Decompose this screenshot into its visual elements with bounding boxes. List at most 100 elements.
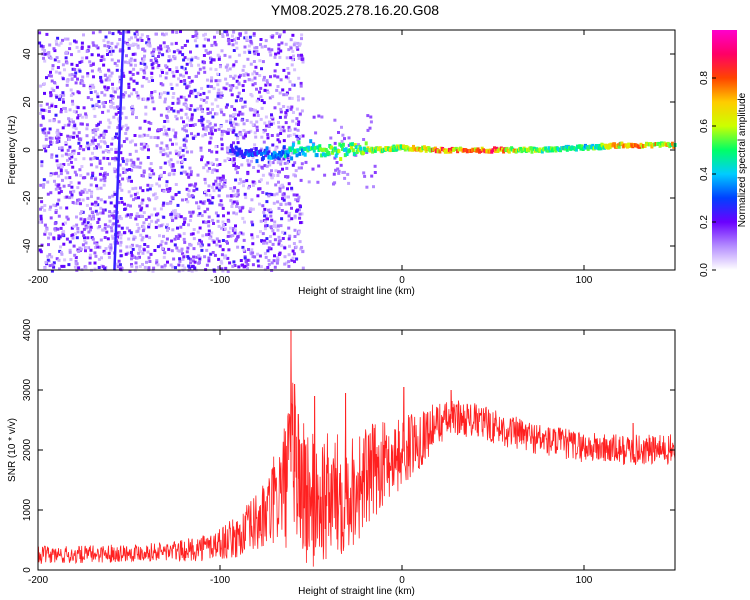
colorbar-ticks: 0.00.20.40.60.8 (699, 71, 716, 277)
heatmap-cell (297, 120, 301, 124)
heatmap-cell (68, 145, 72, 149)
heatmap-cell (132, 237, 136, 241)
heatmap-cell (280, 209, 284, 212)
heatmap-cell (142, 133, 146, 137)
heatmap-cell (54, 105, 58, 108)
heatmap-cell (230, 93, 234, 97)
heatmap-cell (80, 230, 84, 234)
heatmap-cell (220, 137, 224, 141)
heatmap-cell (135, 214, 139, 218)
heatmap-cell (120, 188, 124, 192)
heatmap-cell (56, 227, 60, 231)
heatmap-signal-cell (302, 147, 306, 151)
heatmap-cell (143, 62, 147, 66)
heatmap-cell (268, 192, 272, 196)
heatmap-cell (59, 133, 63, 136)
heatmap-cell (131, 112, 134, 116)
heatmap-cell (56, 66, 60, 69)
heatmap-signal-cell (341, 142, 345, 147)
heatmap-cell (71, 92, 75, 96)
heatmap-cell (191, 123, 195, 127)
heatmap-cell (93, 138, 97, 142)
heatmap-cell (221, 248, 225, 252)
heatmap-cell (142, 57, 146, 61)
heatmap-cell (369, 120, 373, 124)
heatmap-cell (259, 117, 263, 121)
heatmap-cell (118, 215, 122, 218)
heatmap-cell (81, 222, 85, 226)
heatmap-cell (117, 259, 121, 263)
heatmap-signal-cell (362, 150, 365, 155)
heatmap-cell (99, 178, 103, 182)
heatmap-cell (250, 94, 254, 98)
heatmap-cell (291, 119, 295, 123)
heatmap-cell (196, 91, 200, 95)
heatmap-cell (207, 90, 211, 94)
heatmap-signal-cell (344, 147, 348, 152)
heatmap-cell (176, 101, 180, 105)
heatmap-cell (39, 214, 43, 218)
heatmap-cell (159, 92, 163, 96)
heatmap-cell (116, 105, 119, 109)
heatmap-cell (224, 87, 228, 91)
heatmap-cell (198, 257, 202, 261)
heatmap-cell (200, 155, 204, 159)
heatmap-cell (178, 146, 182, 150)
heatmap-signal-cell (253, 151, 257, 156)
heatmap-cell (230, 123, 234, 127)
heatmap-cell (98, 161, 102, 165)
heatmap-cell (253, 131, 257, 135)
heatmap-cell (373, 171, 377, 174)
heatmap-cell (113, 135, 117, 139)
heatmap-cell (49, 173, 53, 177)
heatmap-cell (54, 204, 58, 208)
heatmap-cell (129, 43, 133, 47)
heatmap-cell (103, 132, 107, 136)
heatmap-cell (88, 261, 92, 265)
heatmap-cell (118, 38, 122, 41)
heatmap-cell (77, 250, 81, 253)
heatmap-signal-cell (351, 148, 355, 153)
heatmap-cell (255, 50, 259, 53)
heatmap-cell (98, 245, 102, 249)
heatmap-cell (193, 134, 197, 138)
heatmap-cell (96, 46, 100, 50)
heatmap-cell (104, 129, 108, 133)
heatmap-cell (170, 42, 174, 46)
heatmap-cell (174, 216, 178, 220)
heatmap-cell (278, 189, 282, 193)
heatmap-cell (121, 177, 125, 181)
heatmap-cell (242, 184, 245, 188)
heatmap-signal-cell (321, 148, 324, 153)
heatmap-cell (251, 223, 255, 227)
heatmap-signal-cell (270, 155, 273, 160)
heatmap-cell (61, 38, 64, 42)
heatmap-cell (129, 213, 133, 217)
heatmap-cell (176, 110, 180, 114)
heatmap-cell (204, 190, 207, 194)
heatmap-cell (272, 201, 276, 205)
heatmap-cell (202, 98, 206, 102)
heatmap-cell (111, 95, 115, 99)
heatmap-cell (234, 99, 238, 103)
heatmap-cell (96, 143, 100, 147)
heatmap-cell (113, 210, 117, 214)
heatmap-cell (213, 168, 217, 172)
heatmap-cell (89, 223, 92, 227)
heatmap-cell (150, 91, 154, 94)
heatmap-cell (79, 202, 82, 206)
heatmap-cell (102, 183, 106, 187)
heatmap-cell (141, 147, 145, 151)
heatmap-cell (152, 47, 156, 51)
heatmap-cell (178, 259, 182, 263)
heatmap-cell (47, 54, 51, 58)
heatmap-cell (65, 61, 69, 65)
heatmap-cell (95, 102, 99, 106)
heatmap-cell (99, 186, 103, 190)
heatmap-cell (128, 152, 132, 156)
heatmap-cell (78, 60, 82, 64)
heatmap-cell (370, 174, 374, 178)
heatmap-cell (130, 251, 133, 254)
heatmap-cell (271, 95, 275, 99)
